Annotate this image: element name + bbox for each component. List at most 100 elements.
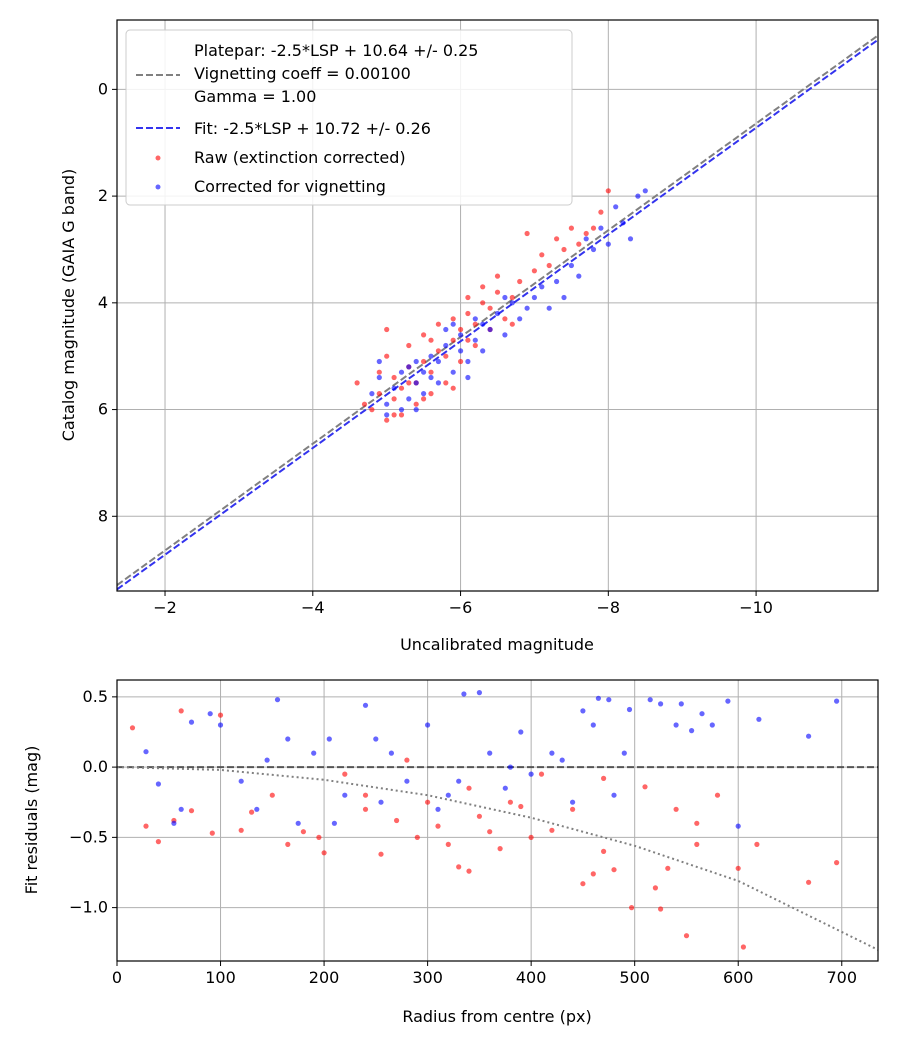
bottom-corrected-point <box>171 820 177 826</box>
bottom-raw-point <box>538 771 545 777</box>
top-corrected-point <box>627 236 634 242</box>
bottom-raw-point <box>445 841 451 848</box>
top-raw-point <box>494 273 501 279</box>
bottom-xlabel: Radius from centre (px) <box>402 1007 591 1026</box>
top-corrected-point <box>635 193 641 199</box>
bottom-corrected-point <box>274 697 281 703</box>
bottom-ytick-label: 0.5 <box>83 687 108 706</box>
bottom-ytick-label: 0.0 <box>83 757 108 776</box>
bottom-corrected-point <box>207 711 213 717</box>
bottom-corrected-point <box>756 716 762 722</box>
bottom-ytick-label: −1.0 <box>69 898 108 917</box>
bottom-line-vignetting-model <box>117 766 878 951</box>
top-raw-point <box>376 369 382 375</box>
bottom-corrected-point <box>621 750 627 756</box>
top-line-fit <box>117 38 878 591</box>
bottom-xtick-label: 0 <box>112 968 122 987</box>
bottom-raw-point <box>217 712 224 718</box>
top-raw-point <box>391 374 397 381</box>
top-corrected-point <box>406 364 412 370</box>
bottom-corrected-point <box>404 778 410 784</box>
top-raw-point <box>443 353 449 359</box>
top-raw-point <box>590 225 597 231</box>
bottom-corrected-point <box>435 806 441 812</box>
bottom-raw-point <box>209 830 215 836</box>
top-raw-point <box>398 385 405 391</box>
top-raw-point <box>450 316 456 322</box>
bottom-corrected-point <box>331 820 337 826</box>
top-corrected-point <box>450 321 456 327</box>
top-corrected-point <box>561 294 567 301</box>
bottom-raw-point <box>362 792 369 798</box>
bottom-raw-point <box>528 834 534 841</box>
legend-fit-label: Fit: -2.5*LSP + 10.72 +/- 0.26 <box>194 119 431 138</box>
top-raw-point <box>421 396 427 402</box>
top-raw-point <box>554 236 560 242</box>
top-corrected-point <box>421 369 427 375</box>
top-ytick-label: 8 <box>98 506 108 525</box>
bottom-xtick-label: 100 <box>205 968 236 987</box>
bottom-corrected-point <box>311 750 317 756</box>
bottom-raw-point <box>735 865 741 871</box>
bottom-corrected-point <box>378 799 384 805</box>
bottom-corrected-point <box>606 697 612 703</box>
bottom-raw-point <box>549 827 555 833</box>
bottom-corrected-point <box>590 722 596 728</box>
bottom-corrected-point <box>295 820 301 826</box>
bottom-raw-point <box>683 933 690 939</box>
top-raw-point <box>398 412 405 418</box>
top-ticks: −2 −4 −6 −8 −10 0 2 4 6 8 <box>98 79 773 617</box>
bottom-lines <box>117 766 878 951</box>
bottom-corrected-point <box>502 785 508 791</box>
bottom-corrected-point <box>254 806 260 812</box>
top-corrected-point <box>620 220 626 226</box>
top-raw-point <box>391 412 397 418</box>
top-raw-point <box>487 305 493 311</box>
bottom-raw-point <box>394 817 400 824</box>
top-raw-point <box>539 252 545 258</box>
top-corrected-point <box>428 353 434 359</box>
top-corrected-point <box>583 236 589 242</box>
bottom-raw-point <box>188 808 195 814</box>
top-corrected-point <box>450 369 456 375</box>
bottom-raw-point <box>590 871 596 877</box>
top-corrected-point <box>531 294 538 301</box>
top-raw-point <box>465 310 471 317</box>
bottom-corrected-point <box>476 690 482 696</box>
top-raw-point <box>361 401 368 407</box>
legend-platepar-line3: Gamma = 1.00 <box>194 87 316 106</box>
bottom-raw-point <box>806 879 812 885</box>
top-ylabel: Catalog magnitude (GAIA G band) <box>59 169 78 441</box>
top-corrected-point <box>472 337 478 343</box>
legend-raw-marker <box>155 155 161 161</box>
bottom-raw-point <box>658 906 664 912</box>
bottom-raw-point <box>155 839 161 845</box>
bottom-corrected-point <box>507 764 513 770</box>
bottom-raw-point <box>476 813 482 819</box>
top-raw-point <box>406 380 412 386</box>
top-raw-point <box>480 300 486 306</box>
bottom-raw-point <box>673 806 679 812</box>
top-raw-point <box>384 326 390 333</box>
bottom-raw-point <box>834 860 840 866</box>
bottom-corrected-point <box>834 698 840 704</box>
bottom-raw-point <box>694 820 700 826</box>
top-raw-point <box>354 380 360 386</box>
bottom-raw-point <box>362 806 369 812</box>
bottom-xtick-label: 700 <box>826 968 857 987</box>
top-ytick-label: 2 <box>98 186 108 205</box>
top-ytick-label: 6 <box>98 400 108 419</box>
bottom-chart: 0 100 200 300 400 500 600 700 0.5 0.0 −0.5 −1.0 Rad… <box>22 679 879 1026</box>
bottom-corrected-point <box>689 728 695 734</box>
bottom-corrected-point <box>559 757 565 763</box>
bottom-raw-point <box>178 708 184 714</box>
bottom-corrected-point <box>518 729 524 735</box>
top-corrected-point <box>480 321 486 327</box>
bottom-corrected-point <box>155 781 161 787</box>
bottom-corrected-point <box>373 736 379 742</box>
bottom-corrected-point <box>806 733 812 739</box>
top-raw-point <box>428 391 434 397</box>
top-corrected-point <box>502 332 508 338</box>
top-xlabel: Uncalibrated magnitude <box>400 635 594 654</box>
top-corrected-point <box>458 332 464 338</box>
